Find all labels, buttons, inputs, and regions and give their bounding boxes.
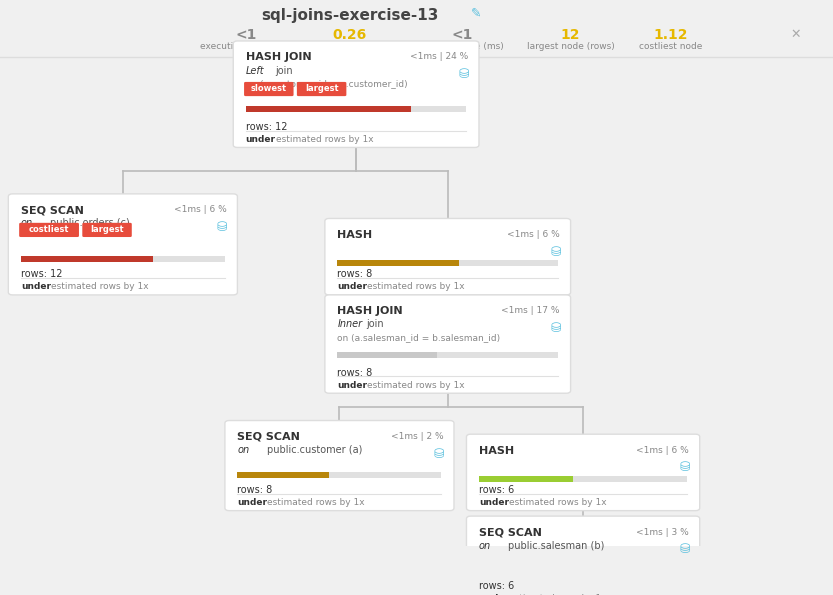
- Bar: [479, 475, 573, 482]
- Text: ✎: ✎: [471, 7, 481, 20]
- Text: 0.26: 0.26: [332, 29, 367, 42]
- Text: Left: Left: [246, 65, 264, 76]
- Text: ⛁: ⛁: [217, 221, 227, 234]
- Text: largest: largest: [90, 225, 124, 234]
- Text: under: under: [479, 498, 509, 507]
- Text: join: join: [275, 65, 292, 76]
- Text: under: under: [237, 498, 267, 507]
- Text: rows: 8: rows: 8: [337, 368, 372, 378]
- Text: ⛁: ⛁: [679, 543, 690, 556]
- Text: ▼: ▼: [458, 52, 466, 62]
- Text: on: on: [479, 541, 491, 551]
- FancyBboxPatch shape: [233, 41, 479, 148]
- Bar: [21, 256, 153, 262]
- Text: HASH: HASH: [337, 230, 372, 240]
- Text: under: under: [479, 594, 509, 595]
- FancyBboxPatch shape: [19, 223, 79, 237]
- FancyBboxPatch shape: [466, 434, 700, 511]
- Text: ⛁: ⛁: [679, 462, 690, 474]
- Bar: [21, 256, 225, 262]
- Text: rows: 6: rows: 6: [479, 581, 514, 591]
- Text: HASH JOIN: HASH JOIN: [246, 52, 312, 62]
- Text: planning time (ms): planning time (ms): [307, 42, 393, 51]
- Text: ⛁: ⛁: [433, 448, 444, 461]
- Text: estimated rows by 1x: estimated rows by 1x: [267, 498, 365, 507]
- Text: estimated rows by 1x: estimated rows by 1x: [367, 283, 465, 292]
- Text: HASH JOIN: HASH JOIN: [337, 306, 403, 317]
- Text: execution time (ms): execution time (ms): [200, 42, 292, 51]
- Bar: [479, 568, 573, 574]
- Text: ⛁: ⛁: [550, 246, 561, 259]
- Text: <1: <1: [451, 29, 473, 42]
- Text: costliest: costliest: [29, 225, 69, 234]
- Bar: [337, 352, 558, 358]
- Text: <1ms | 6 %: <1ms | 6 %: [636, 446, 689, 455]
- Text: public.customer (a): public.customer (a): [267, 445, 362, 455]
- Text: under: under: [337, 381, 367, 390]
- Text: under: under: [246, 135, 276, 144]
- Text: 12: 12: [561, 29, 581, 42]
- Text: under: under: [337, 283, 367, 292]
- Bar: [479, 568, 687, 574]
- Text: Inner: Inner: [337, 320, 362, 330]
- Text: estimated rows by 1x: estimated rows by 1x: [51, 283, 148, 292]
- Text: public.salesman (b): public.salesman (b): [508, 541, 605, 551]
- Bar: [246, 106, 412, 112]
- Text: on: on: [21, 218, 33, 228]
- Text: rows: 12: rows: 12: [246, 122, 287, 131]
- FancyBboxPatch shape: [297, 82, 347, 96]
- Text: rows: 6: rows: 6: [479, 485, 514, 495]
- Text: SEQ SCAN: SEQ SCAN: [21, 205, 83, 215]
- Text: estimated rows by 1x: estimated rows by 1x: [509, 498, 606, 507]
- Text: join: join: [367, 320, 384, 330]
- Text: public.orders (c): public.orders (c): [50, 218, 130, 228]
- Text: <1ms | 17 %: <1ms | 17 %: [501, 306, 560, 315]
- Text: slowest: slowest: [251, 84, 287, 93]
- Bar: [246, 106, 466, 112]
- Text: rows: 12: rows: 12: [21, 270, 62, 279]
- Text: on (c.customer_id = a.customer_id): on (c.customer_id = a.customer_id): [246, 79, 407, 88]
- Bar: [337, 260, 558, 266]
- Text: SEQ SCAN: SEQ SCAN: [237, 432, 300, 442]
- Bar: [237, 472, 441, 478]
- Bar: [337, 260, 459, 266]
- Text: <1ms | 2 %: <1ms | 2 %: [391, 432, 443, 441]
- Text: slowest node (ms): slowest node (ms): [421, 42, 504, 51]
- Bar: [337, 352, 436, 358]
- FancyBboxPatch shape: [466, 516, 700, 595]
- Text: <1ms | 3 %: <1ms | 3 %: [636, 528, 689, 537]
- Bar: [479, 475, 687, 482]
- Text: under: under: [21, 283, 51, 292]
- FancyBboxPatch shape: [325, 218, 571, 295]
- Text: estimated rows by 1x: estimated rows by 1x: [509, 594, 606, 595]
- Text: ⛁: ⛁: [458, 68, 469, 82]
- Text: HASH: HASH: [479, 446, 514, 456]
- FancyBboxPatch shape: [8, 194, 237, 295]
- Bar: [237, 472, 329, 478]
- Text: on (a.salesman_id = b.salesman_id): on (a.salesman_id = b.salesman_id): [337, 333, 501, 342]
- Text: <1: <1: [235, 29, 257, 42]
- Text: SEQ SCAN: SEQ SCAN: [479, 528, 541, 537]
- Text: largest node (rows): largest node (rows): [526, 42, 615, 51]
- Text: estimated rows by 1x: estimated rows by 1x: [367, 381, 465, 390]
- FancyBboxPatch shape: [325, 295, 571, 393]
- Text: ✕: ✕: [791, 29, 801, 42]
- Text: <1ms | 6 %: <1ms | 6 %: [507, 230, 560, 239]
- Text: largest: largest: [305, 84, 338, 93]
- Text: on: on: [237, 445, 250, 455]
- FancyBboxPatch shape: [225, 421, 454, 511]
- FancyBboxPatch shape: [244, 82, 293, 96]
- Text: sql-joins-exercise-13: sql-joins-exercise-13: [262, 8, 438, 23]
- Text: costliest node: costliest node: [639, 42, 702, 51]
- Text: <1ms | 24 %: <1ms | 24 %: [410, 52, 468, 61]
- Text: ⛁: ⛁: [550, 322, 561, 335]
- FancyBboxPatch shape: [82, 223, 132, 237]
- Text: rows: 8: rows: 8: [337, 270, 372, 279]
- Text: <1ms | 6 %: <1ms | 6 %: [174, 205, 227, 214]
- Text: 1.12: 1.12: [653, 29, 688, 42]
- Text: estimated rows by 1x: estimated rows by 1x: [276, 135, 373, 144]
- Text: rows: 8: rows: 8: [237, 485, 272, 495]
